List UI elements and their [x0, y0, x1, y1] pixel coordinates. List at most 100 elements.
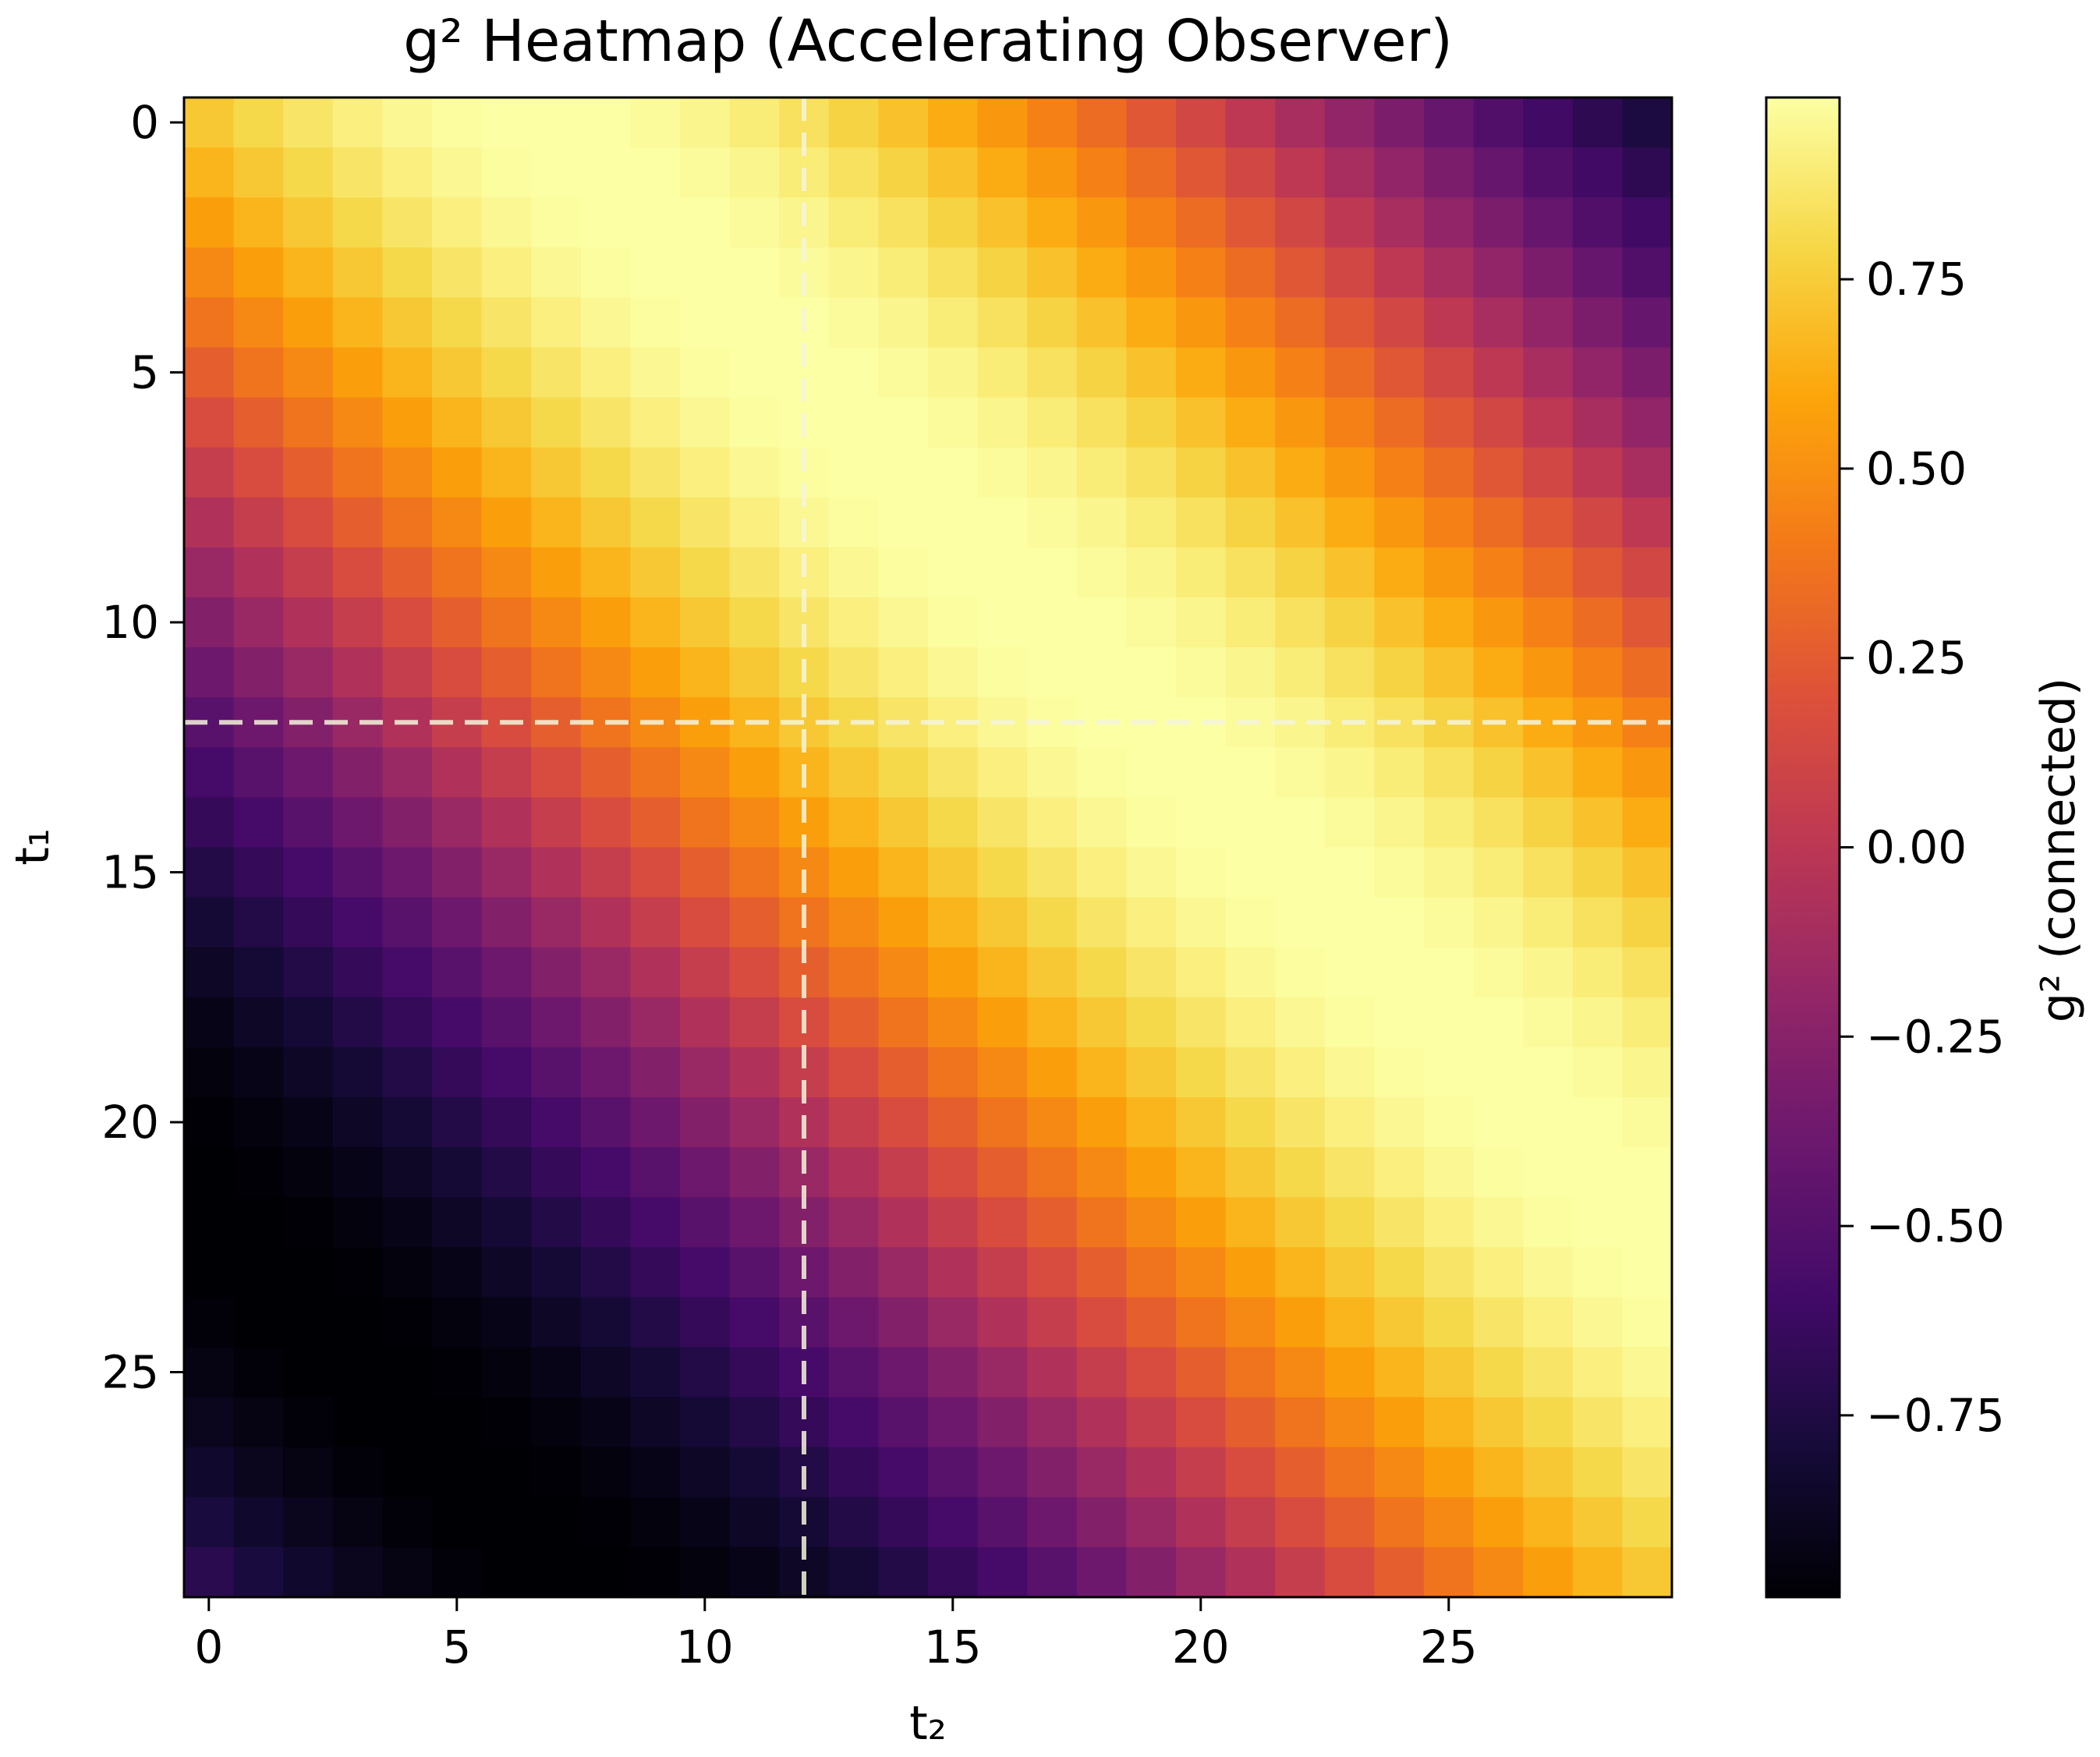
heatmap-cell	[1374, 1297, 1425, 1348]
heatmap-cell	[1523, 497, 1574, 548]
heatmap-cell	[1324, 1497, 1375, 1548]
heatmap-cell	[283, 947, 334, 998]
heatmap-cell	[729, 497, 780, 548]
heatmap-cell	[1126, 297, 1177, 349]
heatmap-cell	[630, 1447, 681, 1498]
heatmap-cell	[1027, 1097, 1078, 1148]
heatmap-cell	[630, 847, 681, 898]
heatmap-cell	[928, 1097, 979, 1148]
heatmap-cell	[1176, 597, 1227, 648]
heatmap-cell	[1027, 847, 1078, 898]
heatmap-cell	[382, 1497, 433, 1548]
heatmap-cell	[878, 597, 929, 648]
heatmap-cell	[680, 1447, 731, 1498]
heatmap-cell	[1473, 647, 1524, 698]
heatmap-cell	[1572, 947, 1623, 998]
heatmap-cell	[233, 1097, 284, 1148]
heatmap-cell	[928, 1047, 979, 1098]
heatmap-cell	[481, 1546, 532, 1598]
heatmap-cell	[1225, 297, 1276, 349]
heatmap-cell	[1076, 197, 1127, 248]
heatmap-cell	[1027, 1247, 1078, 1298]
heatmap-cell	[1076, 247, 1127, 298]
heatmap-cell	[928, 597, 979, 648]
heatmap-cell	[283, 297, 334, 349]
heatmap-cell	[481, 147, 532, 198]
heatmap-cell	[1076, 347, 1127, 399]
heatmap-cell	[184, 297, 235, 349]
heatmap-cell	[580, 297, 631, 349]
heatmap-cell	[184, 1047, 235, 1098]
heatmap-cell	[382, 747, 433, 798]
heatmap-cell	[531, 1447, 582, 1498]
heatmap-cell	[1424, 1247, 1475, 1298]
heatmap-cell	[332, 1447, 383, 1498]
heatmap-cell	[184, 397, 235, 448]
heatmap-cell	[1324, 1297, 1375, 1348]
heatmap-cell	[283, 97, 334, 148]
heatmap-cell	[1225, 1297, 1276, 1348]
heatmap-cell	[184, 1347, 235, 1398]
heatmap-cell	[1027, 497, 1078, 548]
heatmap-cell	[1424, 497, 1475, 548]
heatmap-cell	[1076, 1197, 1127, 1248]
heatmap-cell	[828, 147, 879, 198]
heatmap-cell	[1572, 497, 1623, 548]
heatmap-cell	[531, 897, 582, 948]
heatmap-cell	[1027, 1197, 1078, 1248]
heatmap-cell	[828, 1297, 879, 1348]
heatmap-cell	[928, 1397, 979, 1448]
heatmap-cell	[481, 997, 532, 1048]
heatmap-cell	[1126, 1197, 1177, 1248]
heatmap-cell	[332, 747, 383, 798]
y-tick-label: 20	[101, 1096, 159, 1149]
heatmap-cell	[184, 597, 235, 648]
heatmap-cell	[680, 147, 731, 198]
heatmap-cell	[531, 797, 582, 848]
heatmap-cell	[1523, 1297, 1574, 1348]
heatmap-cell	[184, 1197, 235, 1248]
heatmap-cell	[580, 597, 631, 648]
heatmap-cell	[1275, 947, 1326, 998]
heatmap-cell	[1572, 897, 1623, 948]
heatmap-cell	[184, 797, 235, 848]
heatmap-cell	[729, 197, 780, 248]
heatmap-cell	[828, 597, 879, 648]
heatmap-cell	[680, 1347, 731, 1398]
heatmap-cell	[432, 497, 483, 548]
heatmap-cell	[630, 647, 681, 698]
heatmap-cell	[1324, 97, 1375, 148]
heatmap-cell	[1572, 297, 1623, 349]
heatmap-cell	[1027, 547, 1078, 598]
heatmap-cell	[1374, 447, 1425, 498]
heatmap-cell	[233, 897, 284, 948]
heatmap-cell	[1473, 1497, 1524, 1548]
heatmap-cell	[432, 997, 483, 1048]
heatmap-cell	[1374, 797, 1425, 848]
heatmap-cell	[878, 147, 929, 198]
colorbar-tick-label: −0.25	[1866, 1010, 2005, 1063]
heatmap-cell	[580, 1247, 631, 1298]
heatmap-cell	[1275, 1147, 1326, 1198]
heatmap-cell	[1275, 1297, 1326, 1348]
heatmap-cell	[1572, 447, 1623, 498]
heatmap-cell	[977, 597, 1028, 648]
heatmap-cell	[1076, 397, 1127, 448]
heatmap-cell	[1424, 647, 1475, 698]
heatmap-cell	[729, 1147, 780, 1198]
heatmap-cell	[1126, 847, 1177, 898]
heatmap-cell	[1374, 197, 1425, 248]
heatmap-cell	[977, 1546, 1028, 1598]
heatmap-cell	[828, 547, 879, 598]
heatmap-cell	[432, 397, 483, 448]
heatmap-cell	[1324, 1546, 1375, 1598]
heatmap-cell	[1076, 1347, 1127, 1398]
heatmap-cell	[1126, 447, 1177, 498]
heatmap-cell	[1225, 1397, 1276, 1448]
heatmap-cell	[878, 397, 929, 448]
heatmap-cell	[580, 497, 631, 548]
heatmap-cell	[233, 947, 284, 998]
colorbar	[1766, 97, 1840, 1597]
heatmap-cell	[1176, 497, 1227, 548]
heatmap-cell	[1126, 1347, 1177, 1398]
